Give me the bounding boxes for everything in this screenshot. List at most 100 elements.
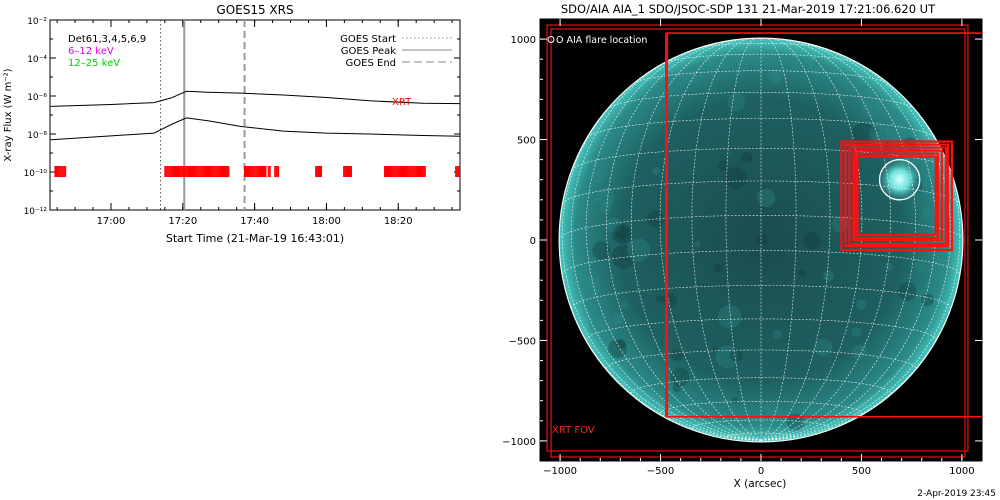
surface-feature: [626, 238, 651, 262]
grid-line: [659, 38, 762, 441]
goes-series: [50, 90, 460, 141]
aia-y-tick-label: −500: [509, 336, 536, 347]
x-tick-label: 18:00: [312, 216, 341, 227]
grid-line: [691, 38, 762, 441]
surface-feature: [852, 122, 875, 145]
surface-feature: [875, 120, 884, 129]
goes-event-lines: [160, 20, 246, 210]
aia-y-axis: 1000 500 0 −500 −1000: [502, 35, 982, 448]
surface-feature: [579, 275, 602, 298]
grid-line: [605, 40, 762, 441]
surface-feature: [656, 295, 664, 303]
xrt-fov-box: [856, 155, 937, 237]
surface-feature: [921, 208, 931, 218]
flare-brightening: [877, 157, 922, 202]
surface-feature: [615, 338, 627, 350]
surface-feature: [809, 58, 828, 76]
grid-line: [586, 118, 936, 138]
xrt-fov-box: [550, 28, 966, 458]
surface-feature: [851, 327, 862, 337]
surface-feature: [921, 293, 934, 307]
y-tick-label: 10⁻¹²: [24, 207, 48, 217]
x-tick-label: 17:40: [240, 216, 269, 227]
surface-feature: [715, 345, 739, 369]
xrt-coverage-marks: [54, 166, 460, 177]
grid-line: [725, 38, 762, 441]
surface-feature: [741, 151, 753, 164]
surface-feature: [727, 93, 746, 112]
aia-x-tick-label: −1000: [543, 466, 577, 477]
y-tick-label: 10⁻¹⁰: [24, 169, 48, 179]
detector-legend-entry: 12–25 keV: [68, 58, 120, 69]
surface-feature: [596, 187, 615, 207]
surface-feature: [621, 301, 629, 309]
event-legend-label: GOES Peak: [341, 46, 396, 57]
surface-feature: [756, 233, 768, 245]
grid-line: [585, 42, 762, 441]
surface-feature: [885, 262, 894, 271]
detector-legend-entry: Det61,3,4,5,6,9: [68, 34, 146, 45]
surface-feature: [763, 401, 776, 415]
goes-y-axis: 10⁻² 10⁻⁴ 10⁻⁶ 10⁻⁸ 10⁻¹⁰ 10⁻¹²: [24, 17, 460, 217]
x-tick-label: 17:20: [168, 216, 197, 227]
x-tick-label: 18:20: [384, 216, 413, 227]
xrt-fov-box: [852, 149, 943, 242]
y-tick-label: 10⁻⁶: [27, 93, 47, 103]
goes-flux-line-0: [50, 90, 460, 107]
grid-line: [760, 38, 831, 441]
xrt-annotation: XRT: [392, 97, 412, 108]
surface-feature: [770, 407, 784, 421]
y-tick-label: 10⁻⁸: [27, 131, 47, 141]
surface-feature: [694, 241, 701, 248]
surface-feature: [831, 216, 849, 233]
surface-feature: [898, 282, 917, 301]
aia-x-tick-label: −500: [647, 466, 674, 477]
surface-feature: [612, 224, 632, 244]
surface-feature: [768, 69, 783, 84]
surface-feature: [819, 68, 829, 78]
limb-line: [558, 37, 964, 443]
xrt-fov-boxes: [546, 24, 982, 458]
surface-feature: [710, 346, 717, 353]
surface-feature: [717, 160, 729, 171]
surface-feature: [823, 270, 835, 282]
grid-line: [606, 349, 916, 369]
aia-image-panel: SDO/AIA AIA_1 SDO/JSOC-SDP 131 21-Mar-20…: [502, 2, 983, 490]
aia-legend-label: O AIA flare location: [556, 35, 647, 46]
detector-legend-entry: 6–12 keV: [68, 46, 114, 57]
xrt-fov-box: [840, 140, 953, 252]
xrt-fov-box: [854, 152, 939, 240]
surface-feature: [724, 166, 747, 189]
surface-feature: [814, 338, 833, 357]
grid-line: [760, 38, 797, 441]
grid-line: [606, 91, 916, 110]
aia-x-axis-label: X (arcsec): [734, 478, 787, 490]
x-tick-label: 17:00: [97, 216, 126, 227]
surface-feature: [670, 348, 683, 361]
aia-x-tick-label: 500: [852, 466, 871, 477]
grid-line: [760, 42, 937, 441]
surface-feature: [914, 260, 926, 272]
surface-feature: [615, 225, 629, 240]
surface-feature: [732, 396, 739, 404]
surface-feature: [591, 170, 605, 184]
footer-timestamp: 2-Apr-2019 23:45: [917, 489, 996, 499]
grid-line: [570, 49, 762, 441]
xrt-fov-label: XRT FOV: [552, 425, 595, 436]
surface-feature: [672, 383, 682, 393]
surface-feature: [856, 299, 867, 310]
surface-feature: [787, 413, 805, 431]
aia-panel-title: SDO/AIA AIA_1 SDO/JSOC-SDP 131 21-Mar-20…: [561, 2, 936, 16]
xrt-fov-box: [546, 24, 969, 452]
aia-x-tick-label: 1000: [949, 466, 974, 477]
surface-feature: [803, 231, 821, 250]
surface-feature: [717, 304, 742, 329]
surface-feature: [651, 166, 661, 176]
solar-disk: [559, 38, 963, 442]
surface-feature: [588, 317, 607, 336]
aia-flare-location-marker: [878, 158, 921, 201]
surface-feature: [592, 241, 611, 260]
surface-feature: [930, 258, 951, 279]
